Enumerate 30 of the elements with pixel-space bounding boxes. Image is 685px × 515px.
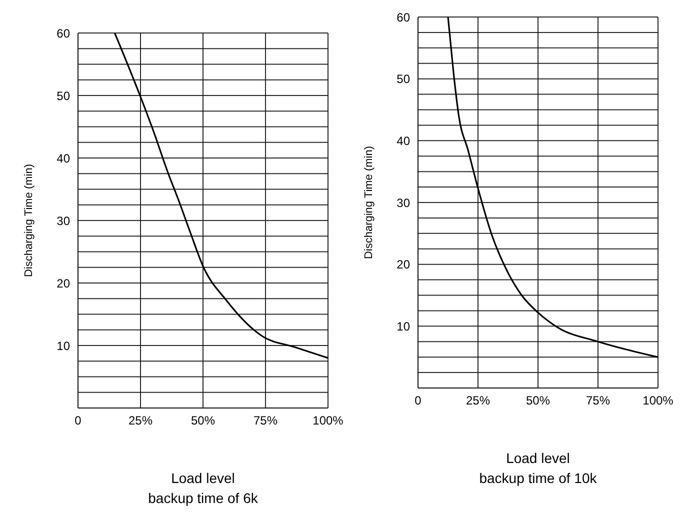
y-tick-label: 60 [396, 10, 410, 24]
y-tick-label: 50 [396, 72, 410, 86]
y-axis-title: Discharging Time (min) [362, 146, 375, 260]
text: backup time of 6k [147, 490, 259, 506]
x-tick-label: 50% [190, 414, 216, 428]
x-tick-label: 100% [642, 394, 674, 408]
y-tick-label: 40 [56, 151, 70, 166]
x-tick-label: 50% [526, 394, 550, 408]
x-axis-title: Load level [170, 470, 236, 486]
x-tick-label: 25% [128, 414, 153, 428]
y-axis-title: Discharging Time (min) [22, 164, 35, 278]
y-tick-label: 30 [56, 214, 70, 228]
text: backup time of 10k [478, 470, 598, 486]
line-series [114, 33, 328, 359]
x-tick-label: 0 [414, 394, 422, 408]
y-tick-label: 60 [56, 26, 70, 40]
y-tick-label: 10 [56, 338, 70, 353]
x-tick-label: 25% [466, 394, 490, 408]
x-tick-label: 0 [74, 414, 82, 428]
x-tick-label: 100% [312, 414, 344, 428]
y-tick-label: 20 [56, 276, 70, 290]
x-axis-title: Load level [505, 450, 571, 466]
x-tick-label: 75% [586, 394, 610, 408]
y-tick-label: 30 [396, 196, 410, 210]
x-tick-label: 75% [253, 414, 278, 428]
line-series [447, 17, 658, 358]
y-tick-label: 40 [396, 134, 410, 148]
y-tick-label: 50 [56, 88, 70, 103]
y-tick-label: 10 [396, 319, 410, 334]
y-tick-label: 20 [396, 258, 410, 272]
